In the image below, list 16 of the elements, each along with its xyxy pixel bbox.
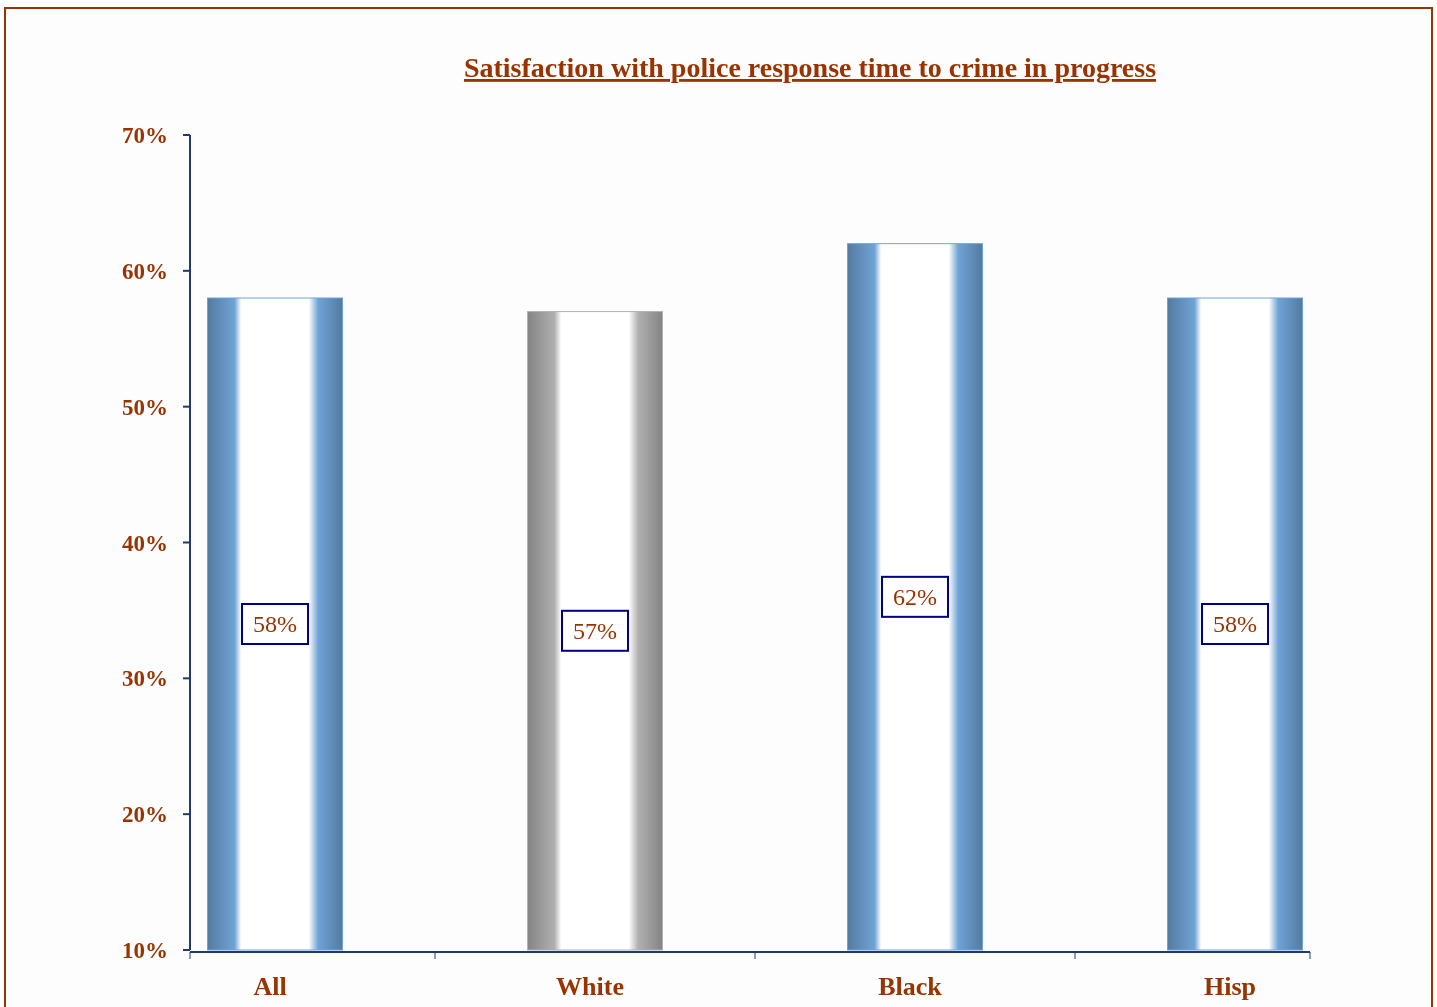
x-tick-label: Black xyxy=(878,972,943,1001)
data-label: 58% xyxy=(1213,611,1257,637)
y-tick-label: 30% xyxy=(122,666,168,692)
y-tick-label: 70% xyxy=(122,123,168,148)
y-tick-label: 50% xyxy=(122,394,168,420)
x-tick-label: White xyxy=(556,972,624,1001)
y-tick-label: 20% xyxy=(122,802,168,828)
y-tick-label: 40% xyxy=(122,530,168,556)
y-tick-label: 60% xyxy=(122,258,168,284)
x-tick-label: All xyxy=(253,972,287,1001)
y-tick-label: 10% xyxy=(122,938,168,963)
data-label: 62% xyxy=(893,583,937,610)
chart-title: Satisfaction with police response time to crime in progress xyxy=(463,52,1157,83)
data-label: 58% xyxy=(253,611,297,637)
x-tick-label: Hisp xyxy=(1203,972,1257,1001)
data-label: 57% xyxy=(573,617,617,644)
